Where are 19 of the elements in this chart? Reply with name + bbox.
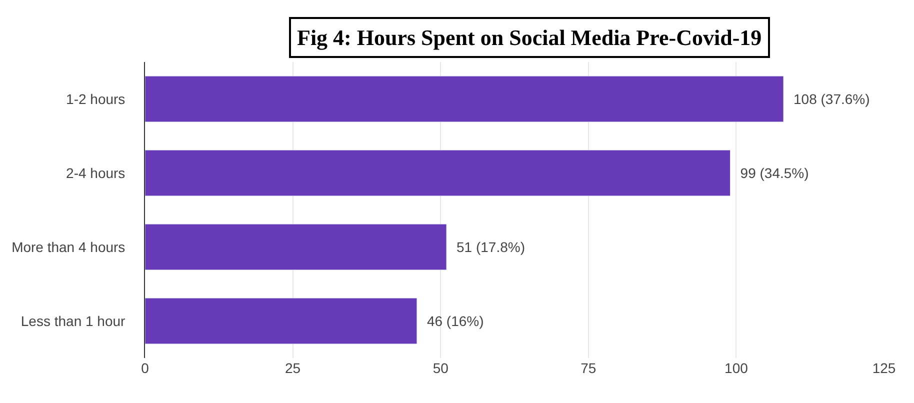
- y-tick-label: 1-2 hours: [66, 90, 126, 107]
- x-tick-label: 50: [432, 360, 449, 376]
- data-label: 99 (34.5%): [733, 165, 809, 181]
- x-tick-label: 75: [580, 360, 596, 376]
- y-tick-label: More than 4 hours: [12, 238, 126, 255]
- x-tick-label: 125: [872, 360, 896, 376]
- data-label: 51 (17.8%): [450, 239, 525, 255]
- data-label: 108 (37.6%): [786, 91, 870, 107]
- bar: [145, 76, 784, 122]
- data-label: 46 (16%): [420, 313, 484, 329]
- x-tick-label: 100: [724, 360, 748, 376]
- bar: [145, 298, 418, 344]
- x-tick-label: 25: [285, 360, 301, 376]
- bar: [145, 150, 731, 196]
- bar: [145, 224, 447, 270]
- y-tick-label: Less than 1 hour: [20, 312, 126, 329]
- chart-title: Fig 4: Hours Spent on Social Media Pre-Covid-19: [297, 25, 762, 50]
- x-tick-label: 0: [141, 360, 150, 376]
- y-tick-label: 2-4 hours: [66, 164, 126, 181]
